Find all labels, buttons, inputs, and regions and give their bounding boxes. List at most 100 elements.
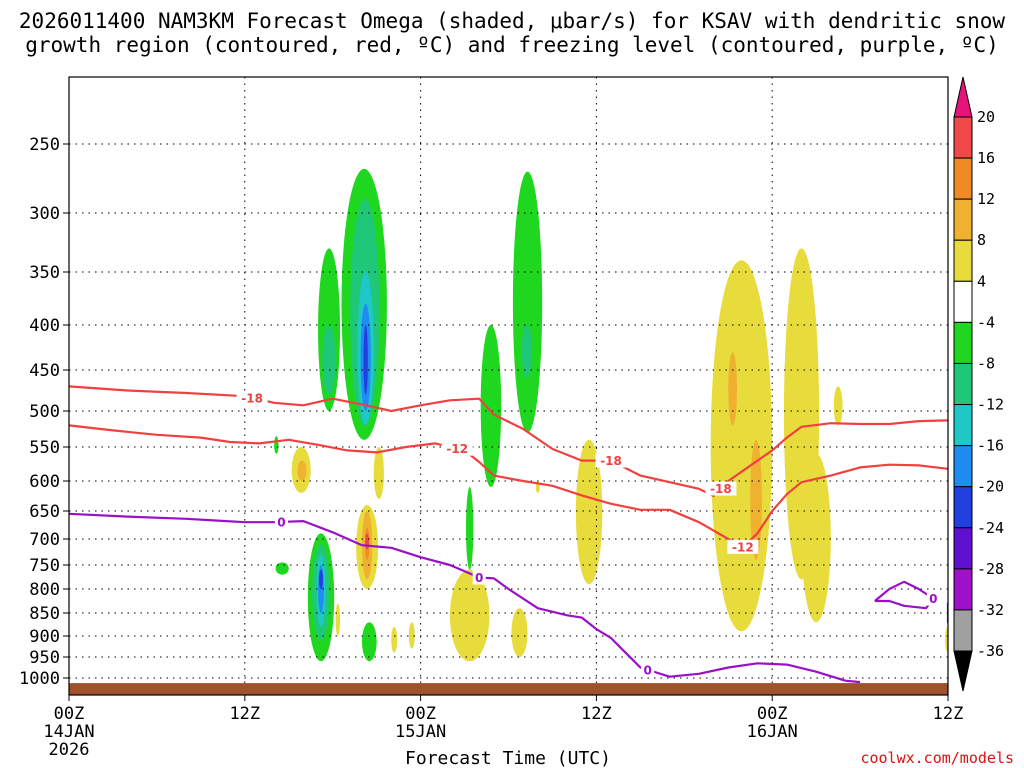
colorbar-bin: [953, 116, 973, 159]
contour-label-bg: [641, 662, 655, 677]
colorbar-label: 4: [977, 272, 986, 290]
colorbar-bin: [953, 157, 973, 200]
y-tick-label: 750: [29, 556, 60, 576]
omega-region-yellow-h-core: [297, 460, 307, 481]
x-tick-label: 12Z: [581, 704, 612, 724]
omega-region-green-blob-g: [275, 562, 289, 575]
colorbar-bin: [953, 527, 973, 570]
colorbar-bin: [953, 609, 973, 652]
omega-region-yellow-n: [710, 260, 773, 632]
ground-surface: [69, 683, 948, 695]
contour-label-bg: [441, 441, 473, 456]
x-axis-label: Forecast Time (UTC): [405, 748, 611, 768]
omega-region-green-streak-c2: [512, 171, 543, 433]
colorbar-label: 16: [977, 149, 995, 167]
y-tick-label: 650: [29, 502, 60, 522]
omega-region-green-blob-d: [466, 487, 474, 570]
chart-title-line-2: growth region (contoured, red, ºC) and f…: [25, 33, 999, 57]
y-tick-label: 550: [29, 438, 60, 458]
colorbar-bin: [953, 404, 973, 447]
y-tick-label: 500: [29, 402, 60, 422]
colorbar: 20 16 12 8 4 -4 -8 -12 -16 -20 -24 -28 -32 -36: [953, 76, 1004, 692]
contour-label: 0: [277, 515, 285, 529]
omega-region-yellow-i: [373, 447, 384, 499]
chart-title-line-1: 2026011400 NAM3KM Forecast Omega (shaded…: [18, 9, 1006, 33]
omega-region-yellow-l2: [511, 608, 528, 657]
colorbar-bin: [953, 198, 973, 241]
x-tick-label: 12Z: [933, 704, 964, 724]
x-tick-year: 2026: [49, 740, 90, 760]
colorbar-top-arrow: [953, 76, 973, 118]
omega-region-green-blob-e: [362, 622, 377, 662]
colorbar-label: 8: [977, 231, 986, 249]
colorbar-bin: [953, 362, 973, 406]
contour-freezing-0c: [69, 512, 861, 684]
colorbar-bin: [953, 445, 973, 488]
plot-frame: [68, 76, 949, 696]
omega-region-yellow-m: [575, 439, 603, 585]
x-tick-label: 00Z: [405, 704, 436, 724]
omega-region-yellow-l: [449, 569, 490, 662]
omega-region-yellow-k2: [391, 626, 398, 653]
y-tick-label: 700: [29, 530, 60, 550]
omega-region-yellow-k: [335, 603, 341, 636]
contour-labels: -18 -18 -18 -12 -12 0 0 0 0: [236, 390, 940, 677]
colorbar-bottom-arrow: [953, 650, 973, 692]
contour-lines: [69, 385, 948, 684]
contour-label: -12: [446, 442, 468, 456]
y-tick-label: 250: [29, 135, 60, 155]
omega-shading: [274, 168, 948, 662]
y-tick-label: 450: [29, 361, 60, 381]
contour-dgz-12c: [69, 424, 948, 548]
omega-region-yellow-p: [833, 386, 843, 426]
colorbar-label: -12: [977, 396, 1004, 414]
y-tick-label: 1000: [19, 669, 60, 689]
colorbar-label: -20: [977, 478, 1004, 496]
omega-region-lower-updraft-b-core3: [318, 569, 323, 590]
colorbar-bin: [953, 486, 973, 529]
colorbar-bin: [953, 568, 973, 611]
contour-label: 0: [475, 571, 483, 585]
contour-label-bg: [705, 481, 737, 496]
y-tick-label: 850: [29, 604, 60, 624]
omega-region-narrow-updraft-a-core: [322, 325, 336, 395]
colorbar-label: -32: [977, 601, 1004, 619]
omega-region-yellow-r: [408, 622, 415, 649]
colorbar-label: -28: [977, 560, 1004, 578]
x-tick-date: 14JAN: [43, 722, 94, 742]
omega-region-yellow-o2: [801, 453, 831, 623]
colorbar-label: -4: [977, 313, 995, 331]
contour-label: -12: [732, 540, 754, 554]
contour-label: -18: [710, 482, 732, 496]
y-tick-label: 900: [29, 627, 60, 647]
omega-region-yellow-n-core1: [728, 352, 738, 426]
colorbar-bin: [953, 321, 973, 364]
contour-label: 0: [929, 592, 937, 606]
contour-label-bg: [236, 390, 268, 405]
contour-label: -18: [241, 391, 263, 405]
contour-label: -18: [600, 454, 622, 468]
colorbar-bin: [953, 280, 973, 323]
x-tick-label: 00Z: [54, 704, 85, 724]
omega-region-green-streak-c: [480, 325, 502, 487]
colorbar-bin: [953, 239, 973, 282]
omega-region-main-updraft-upper-core3: [363, 325, 368, 395]
y-tick-label: 300: [29, 204, 60, 224]
omega-region-green-blob-f: [274, 436, 279, 454]
colorbar-label: 20: [977, 108, 995, 126]
y-tick-label: 400: [29, 316, 60, 336]
x-tick-label: 00Z: [757, 704, 788, 724]
y-tick-label: 350: [29, 263, 60, 283]
contour-dgz-18c: [69, 385, 948, 498]
contour-label-bg: [274, 514, 288, 529]
colorbar-label: -16: [977, 437, 1004, 455]
colorbar-label: 12: [977, 190, 995, 208]
y-tick-label: 950: [29, 648, 60, 668]
colorbar-label: -8: [977, 354, 995, 372]
omega-region-yellow-j-core2: [365, 533, 370, 550]
axes: 250 300 350 400 450 500 550 600 650 700 750 800 850 9…: [19, 135, 963, 760]
credit-link[interactable]: coolwx.com/models: [860, 749, 1014, 767]
contour-label-bg: [595, 453, 627, 468]
y-tick-label: 800: [29, 580, 60, 600]
